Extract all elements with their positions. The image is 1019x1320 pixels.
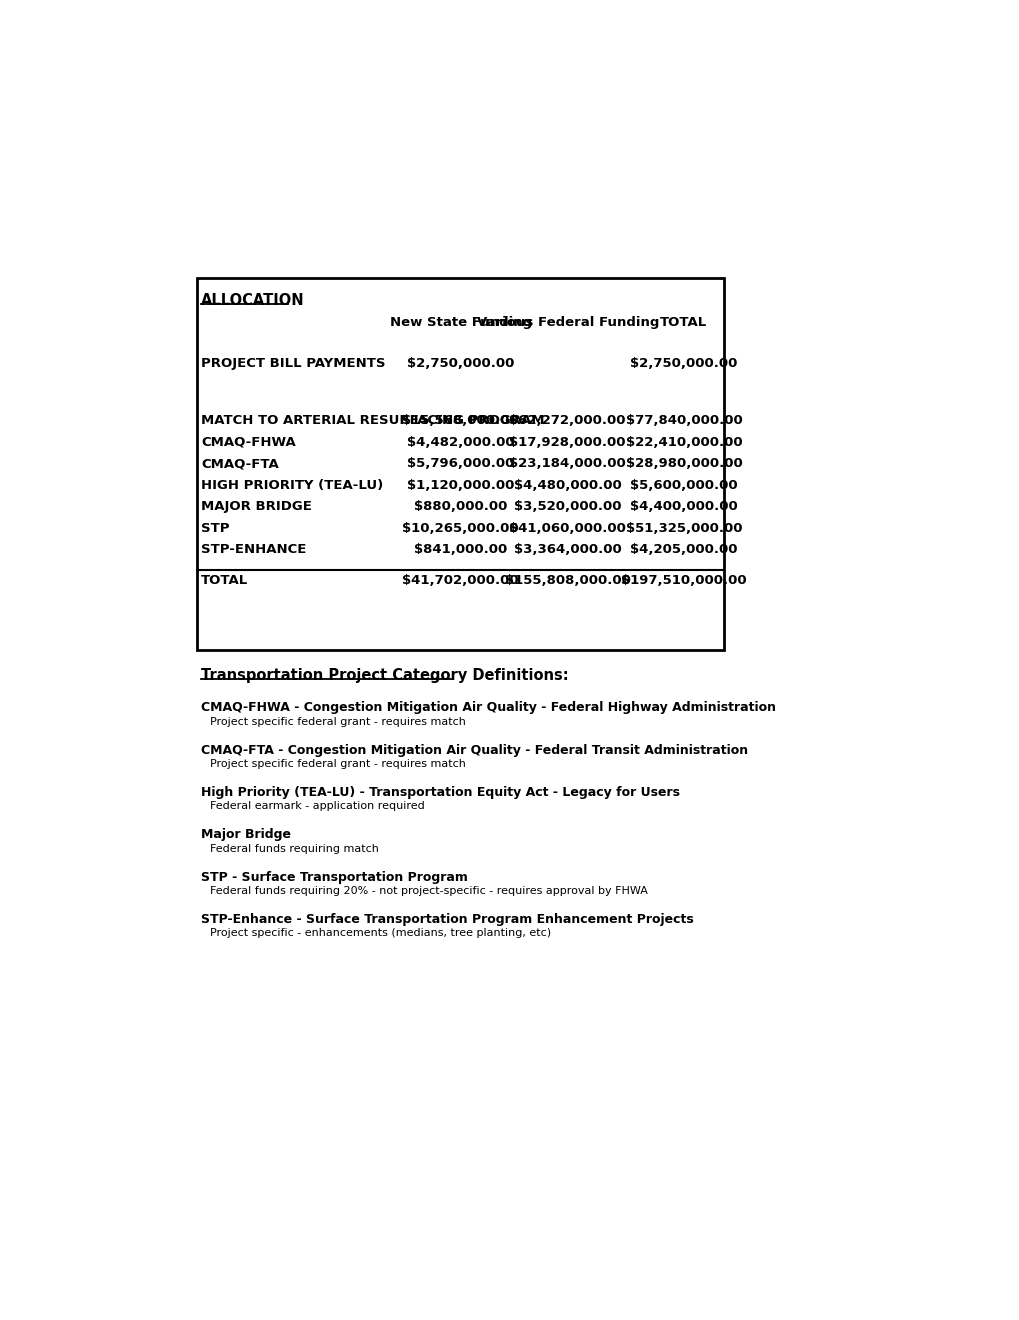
Text: CMAQ-FHWA - Congestion Mitigation Air Quality - Federal Highway Administration: CMAQ-FHWA - Congestion Mitigation Air Qu… — [201, 701, 775, 714]
Text: $4,400,000.00: $4,400,000.00 — [630, 500, 737, 513]
Text: STP - Surface Transportation Program: STP - Surface Transportation Program — [201, 871, 468, 883]
Text: $4,482,000.00: $4,482,000.00 — [407, 436, 514, 449]
Text: $15,568,000.00: $15,568,000.00 — [403, 414, 519, 428]
Text: CMAQ-FTA - Congestion Mitigation Air Quality - Federal Transit Administration: CMAQ-FTA - Congestion Mitigation Air Qua… — [201, 743, 748, 756]
Text: $5,600,000.00: $5,600,000.00 — [630, 479, 737, 492]
Text: $62,272,000.00: $62,272,000.00 — [508, 414, 626, 428]
Text: Major Bridge: Major Bridge — [201, 829, 290, 841]
Text: High Priority (TEA-LU) - Transportation Equity Act - Legacy for Users: High Priority (TEA-LU) - Transportation … — [201, 785, 680, 799]
Text: TOTAL: TOTAL — [659, 317, 707, 329]
Text: $3,520,000.00: $3,520,000.00 — [514, 500, 621, 513]
Text: $23,184,000.00: $23,184,000.00 — [508, 457, 626, 470]
Text: $880,000.00: $880,000.00 — [414, 500, 506, 513]
Text: $10,265,000.00: $10,265,000.00 — [403, 521, 519, 535]
Text: $41,060,000.00: $41,060,000.00 — [508, 521, 626, 535]
Text: $4,205,000.00: $4,205,000.00 — [630, 544, 737, 557]
Text: CMAQ-FTA: CMAQ-FTA — [201, 457, 278, 470]
Text: $1,120,000.00: $1,120,000.00 — [407, 479, 514, 492]
Text: $155,808,000.00: $155,808,000.00 — [504, 574, 630, 587]
Text: MAJOR BRIDGE: MAJOR BRIDGE — [201, 500, 312, 513]
Text: Project specific federal grant - requires match: Project specific federal grant - require… — [210, 717, 466, 726]
Text: $2,750,000.00: $2,750,000.00 — [407, 358, 514, 370]
Text: $197,510,000.00: $197,510,000.00 — [621, 574, 746, 587]
Text: $2,750,000.00: $2,750,000.00 — [630, 358, 737, 370]
Text: $5,796,000.00: $5,796,000.00 — [407, 457, 514, 470]
Text: $4,480,000.00: $4,480,000.00 — [514, 479, 621, 492]
Text: $17,928,000.00: $17,928,000.00 — [508, 436, 626, 449]
Text: $41,702,000.00: $41,702,000.00 — [403, 574, 519, 587]
Text: New State Funding: New State Funding — [389, 317, 531, 329]
Text: Project specific - enhancements (medians, tree planting, etc): Project specific - enhancements (medians… — [210, 928, 551, 939]
Text: STP: STP — [201, 521, 229, 535]
Text: TOTAL: TOTAL — [201, 574, 249, 587]
Text: Federal earmark - application required: Federal earmark - application required — [210, 801, 425, 812]
Text: CMAQ-FHWA: CMAQ-FHWA — [201, 436, 296, 449]
Text: $77,840,000.00: $77,840,000.00 — [625, 414, 742, 428]
Text: STP-Enhance - Surface Transportation Program Enhancement Projects: STP-Enhance - Surface Transportation Pro… — [201, 913, 693, 927]
Bar — [197, 277, 723, 649]
Text: Project specific federal grant - requires match: Project specific federal grant - require… — [210, 759, 466, 770]
Text: Federal funds requiring match: Federal funds requiring match — [210, 843, 379, 854]
Text: Various Federal Funding: Various Federal Funding — [476, 317, 658, 329]
Text: $28,980,000.00: $28,980,000.00 — [625, 457, 742, 470]
Text: MATCH TO ARTERIAL RESURFACING PROGRAM: MATCH TO ARTERIAL RESURFACING PROGRAM — [201, 414, 544, 428]
Text: HIGH PRIORITY (TEA-LU): HIGH PRIORITY (TEA-LU) — [201, 479, 383, 492]
Text: $3,364,000.00: $3,364,000.00 — [514, 544, 621, 557]
Text: Federal funds requiring 20% - not project-specific - requires approval by FHWA: Federal funds requiring 20% - not projec… — [210, 886, 648, 896]
Text: Transportation Project Category Definitions:: Transportation Project Category Definiti… — [201, 668, 569, 684]
Text: $841,000.00: $841,000.00 — [414, 544, 506, 557]
Text: PROJECT BILL PAYMENTS: PROJECT BILL PAYMENTS — [201, 358, 385, 370]
Text: ALLOCATION: ALLOCATION — [201, 293, 305, 308]
Text: $22,410,000.00: $22,410,000.00 — [625, 436, 742, 449]
Text: STP-ENHANCE: STP-ENHANCE — [201, 544, 306, 557]
Text: $51,325,000.00: $51,325,000.00 — [625, 521, 742, 535]
